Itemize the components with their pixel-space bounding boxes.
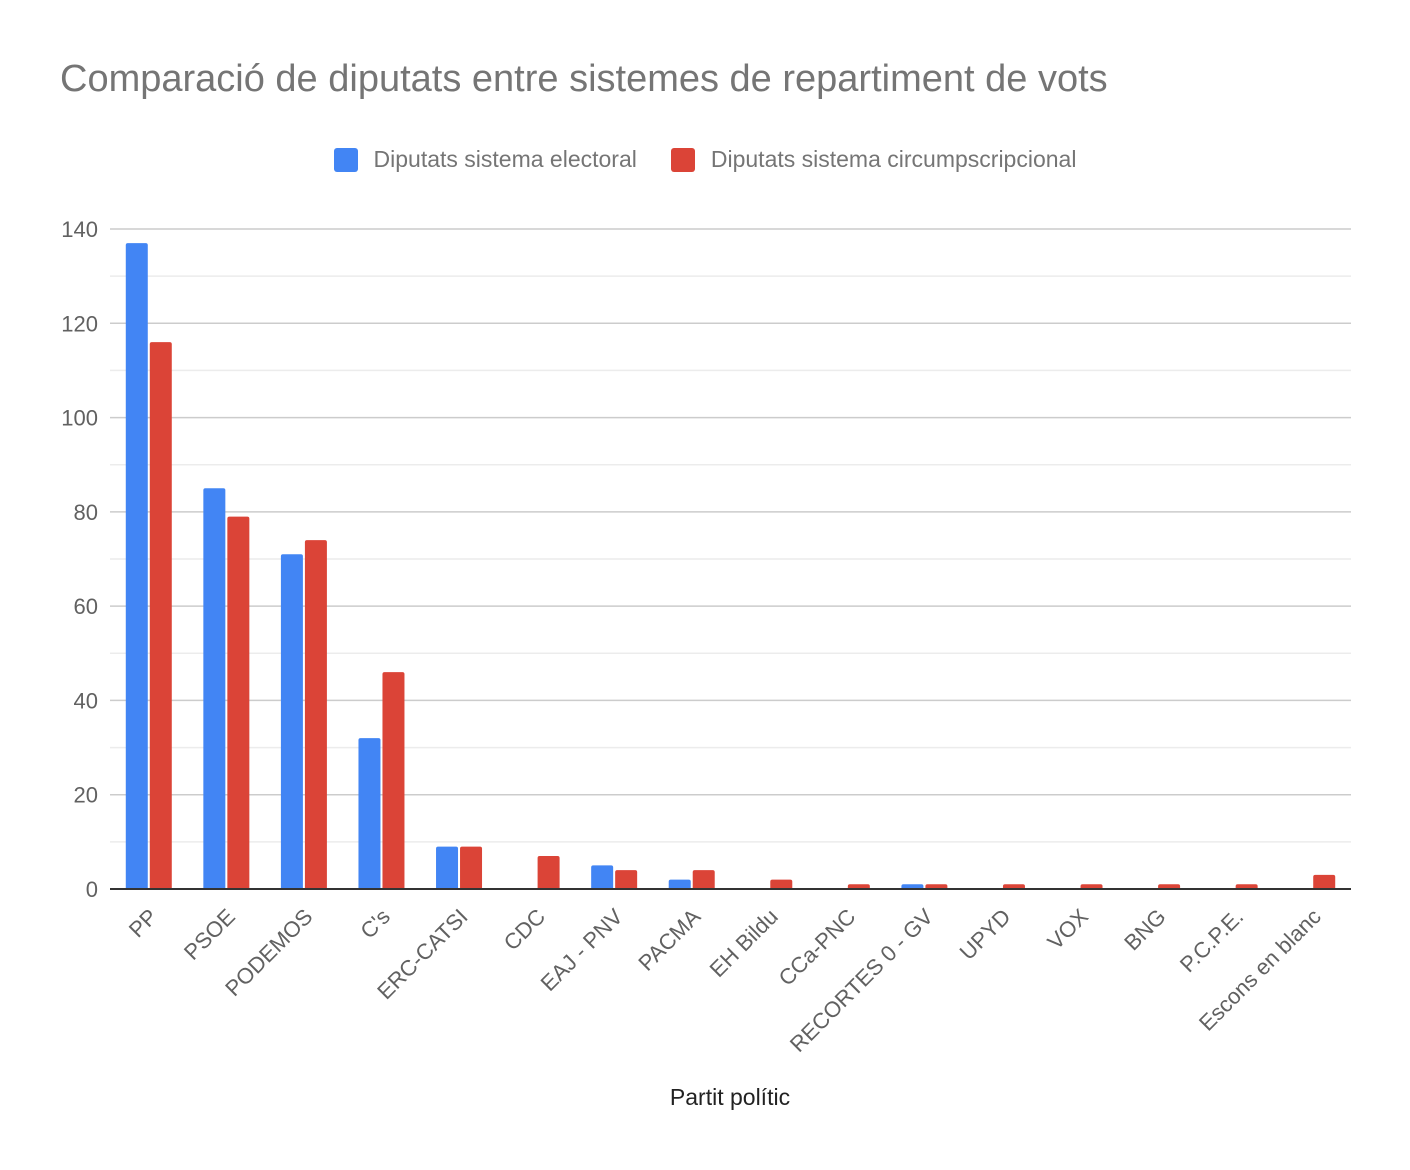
y-tick-label: 0 — [86, 877, 98, 902]
bar — [1002, 884, 1025, 889]
y-tick-label: 20 — [74, 783, 98, 808]
bar — [591, 865, 614, 889]
bar — [382, 672, 405, 889]
bar — [203, 488, 226, 889]
legend-swatch-circumpscripcional — [670, 147, 695, 172]
x-tick-label: PP — [124, 904, 162, 942]
bar — [125, 243, 148, 890]
legend-label-circumpscripcional: Diputats sistema circumpscripcional — [710, 146, 1077, 172]
bar — [1313, 874, 1336, 889]
y-tick-label: 60 — [74, 594, 98, 619]
x-tick-label: C's — [355, 904, 395, 944]
bar — [460, 846, 483, 889]
bar — [436, 846, 459, 889]
bar — [537, 856, 560, 889]
x-tick-label: PACMA — [633, 904, 705, 976]
bar — [1235, 884, 1258, 889]
bar — [1158, 884, 1181, 889]
x-axis-label: Partit polític — [669, 1084, 791, 1110]
bar — [358, 738, 381, 889]
bar — [1080, 884, 1103, 889]
chart-title: Comparació de diputats entre sistemes de… — [60, 58, 1108, 100]
bar — [770, 879, 793, 889]
legend-item-circumpscripcional: Diputats sistema circumpscripcional — [670, 146, 1077, 173]
x-tick-label: PSOE — [179, 904, 240, 965]
y-tick-label: 100 — [61, 406, 98, 431]
x-tick-label: UPYD — [955, 904, 1016, 965]
x-tick-label: BNG — [1119, 904, 1170, 955]
y-tick-label: 120 — [61, 311, 98, 336]
legend: Diputats sistema electoral Diputats sist… — [0, 146, 1410, 173]
x-tick-label: EH Bildu — [705, 904, 783, 982]
bar — [615, 870, 638, 889]
x-tick-label: CDC — [499, 904, 550, 955]
x-tick-label: RECORTES 0 - GV — [785, 904, 938, 1057]
bar — [227, 516, 250, 889]
bar — [304, 540, 327, 889]
bar — [925, 884, 948, 889]
bar — [847, 884, 870, 889]
x-tick-label: VOX — [1043, 904, 1094, 955]
bar — [692, 870, 715, 889]
y-tick-label: 140 — [61, 217, 98, 242]
bar — [668, 879, 691, 889]
legend-label-electoral: Diputats sistema electoral — [373, 146, 637, 172]
bar — [280, 554, 303, 889]
y-tick-label: 40 — [74, 688, 98, 713]
y-tick-label: 80 — [74, 500, 98, 525]
legend-swatch-electoral — [333, 147, 358, 172]
x-tick-label: P.C.P.E. — [1175, 904, 1248, 977]
legend-item-electoral: Diputats sistema electoral — [333, 146, 637, 173]
bar — [901, 884, 924, 889]
x-tick-label: EAJ - PNV — [536, 904, 628, 996]
bar — [149, 342, 172, 890]
